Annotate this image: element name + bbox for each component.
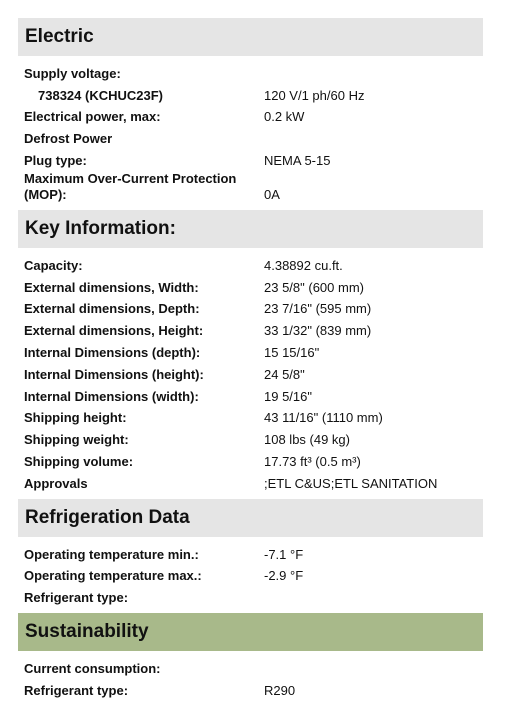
section-rows: Capacity: 4.38892 cu.ft. External dimensio…	[0, 250, 516, 499]
spec-value: 15 15/16"	[264, 344, 320, 360]
spec-row: Internal Dimensions (depth): 15 15/16"	[24, 341, 516, 363]
spec-label: Shipping weight:	[24, 432, 129, 448]
spec-label: External dimensions, Width:	[24, 279, 199, 295]
section-header: Refrigeration Data	[18, 498, 483, 539]
spec-row: Refrigerant type:	[24, 586, 516, 608]
spec-value: 120 V/1 ph/60 Hz	[264, 87, 365, 103]
spec-row: 738324 (KCHUC23F) 120 V/1 ph/60 Hz	[24, 84, 516, 106]
spec-row: External dimensions, Depth: 23 7/16" (595…	[24, 298, 516, 320]
spec-row: Current consumption:	[24, 657, 516, 679]
spec-row: Supply voltage:	[24, 62, 516, 84]
spec-value: 4.38892 cu.ft.	[264, 257, 343, 273]
spec-label: Maximum Over-Current Protection (MOP):	[24, 170, 237, 202]
section-rows: Supply voltage: 738324 (KCHUC23F) 120 V/1 …	[0, 58, 516, 210]
spec-row: Maximum Over-Current Protection (MOP): 0A	[24, 171, 516, 205]
spec-label: Operating temperature min.:	[24, 546, 199, 562]
spec-label: Shipping height:	[24, 410, 127, 426]
spec-row: Operating temperature min.: -7.1 °F	[24, 543, 516, 565]
spec-label: Defrost Power	[24, 131, 113, 147]
spec-row: Shipping volume: 17.73 ft³ (0.5 m³)	[24, 450, 516, 472]
spec-value: 0A	[264, 186, 280, 202]
spec-label: Internal Dimensions (height):	[24, 366, 204, 382]
spec-label: Operating temperature max.:	[24, 568, 202, 584]
spec-label: Shipping volume:	[24, 453, 134, 469]
spec-value: 23 5/8" (600 mm)	[264, 279, 364, 295]
spec-value: 33 1/32" (839 mm)	[264, 323, 372, 339]
spec-row: Refrigerant type: R290	[24, 679, 516, 701]
spec-value: 0.2 kW	[264, 109, 305, 125]
spec-label: External dimensions, Height:	[24, 323, 204, 339]
spec-row: Plug type: NEMA 5-15	[24, 149, 516, 171]
spec-label: Internal Dimensions (depth):	[24, 344, 201, 360]
spec-row: Capacity: 4.38892 cu.ft.	[24, 254, 516, 276]
spec-value: -7.1 °F	[264, 546, 304, 562]
spec-label: Approvals	[24, 475, 88, 491]
spec-label: Electrical power, max:	[24, 109, 161, 125]
spec-label: Current consumption:	[24, 660, 161, 676]
section-header: Electric	[18, 18, 483, 58]
spec-label: External dimensions, Depth:	[24, 301, 200, 317]
spec-label: Internal Dimensions (width):	[24, 388, 199, 404]
spec-value: 43 11/16" (1110 mm)	[264, 410, 383, 426]
section-header: Sustainability	[18, 613, 483, 654]
spec-row: Defrost Power	[24, 127, 516, 149]
spec-label: Supply voltage:	[24, 65, 121, 81]
spec-row: Internal Dimensions (height): 24 5/8"	[24, 363, 516, 385]
spec-value: ;ETL C&US;ETL SANITATION	[264, 475, 438, 491]
spec-value: 17.73 ft³ (0.5 m³)	[264, 453, 361, 469]
spec-label: Plug type:	[24, 152, 87, 168]
spec-value: 23 7/16" (595 mm)	[264, 301, 372, 317]
section-rows: Current consumption: Refrigerant type: R29…	[0, 653, 516, 706]
spec-value: 19 5/16"	[264, 388, 312, 404]
spec-row: Operating temperature max.: -2.9 °F	[24, 565, 516, 587]
spec-row: Internal Dimensions (width): 19 5/16"	[24, 385, 516, 407]
spec-value: 108 lbs (49 kg)	[264, 432, 350, 448]
spec-row: Approvals ;ETL C&US;ETL SANITATION	[24, 472, 516, 494]
spec-row: External dimensions, Width: 23 5/8" (600 …	[24, 276, 516, 298]
spec-row: External dimensions, Height: 33 1/32" (83…	[24, 319, 516, 341]
section-header: Key Information:	[18, 209, 483, 250]
spec-value: -2.9 °F	[264, 568, 304, 584]
spec-value: 24 5/8"	[264, 366, 305, 382]
spec-value: NEMA 5-15	[264, 152, 331, 168]
spec-row: Shipping height: 43 11/16" (1110 mm)	[24, 407, 516, 429]
spec-label: Refrigerant type:	[24, 590, 129, 606]
spec-label: 738324 (KCHUC23F)	[38, 87, 163, 103]
spec-row: Electrical power, max: 0.2 kW	[24, 106, 516, 128]
spec-row: Shipping weight: 108 lbs (49 kg)	[24, 428, 516, 450]
spec-label: Capacity:	[24, 257, 83, 273]
section-rows: Operating temperature min.: -7.1 °F Operat…	[0, 539, 516, 613]
